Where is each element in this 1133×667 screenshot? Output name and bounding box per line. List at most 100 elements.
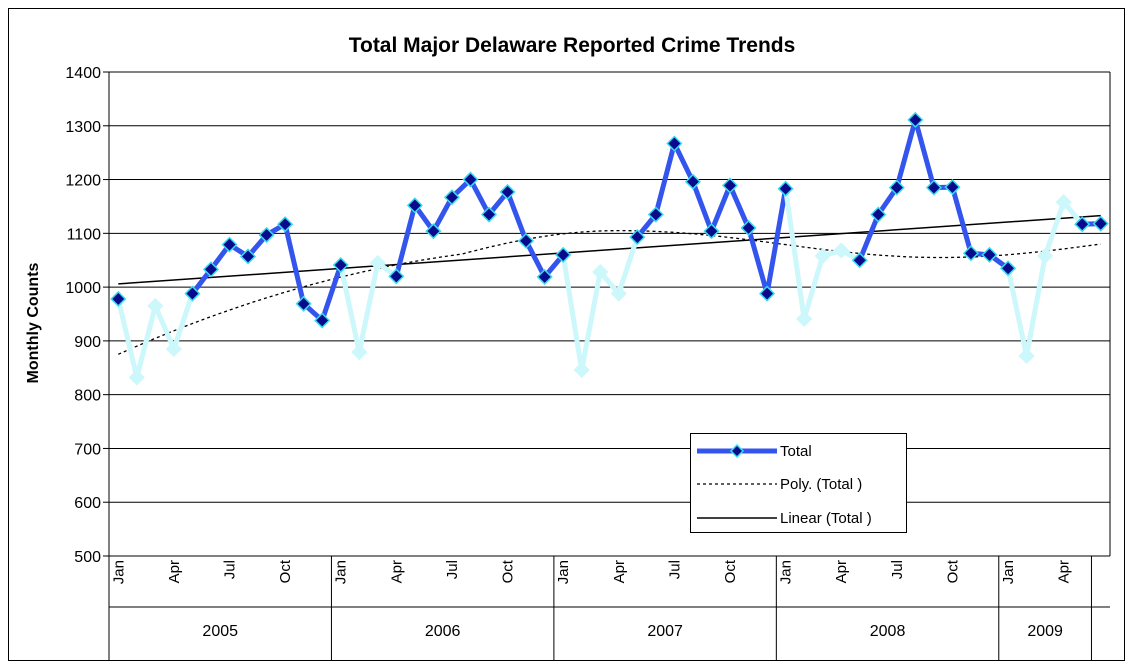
year-label: 2009	[1027, 623, 1063, 640]
series-segment	[338, 262, 362, 355]
data-point	[610, 285, 627, 302]
data-point	[870, 206, 887, 223]
data-point	[721, 177, 739, 194]
month-label: Apr	[166, 560, 183, 583]
gridlines	[108, 71, 1111, 557]
series-segment	[857, 212, 881, 263]
series-segment	[282, 221, 307, 307]
data-point	[851, 252, 868, 269]
data-point	[999, 260, 1017, 277]
month-label: Jan	[555, 560, 572, 584]
series-segment	[1005, 265, 1030, 359]
chart-title: Total Major Delaware Reported Crime Tren…	[349, 34, 796, 57]
data-point	[314, 312, 331, 329]
data-point	[629, 229, 646, 246]
month-label: Apr	[611, 560, 628, 583]
data-point	[703, 223, 720, 240]
data-point	[759, 285, 776, 302]
series-segment	[671, 141, 696, 185]
data-point	[944, 179, 961, 196]
linear-trendline	[118, 214, 1101, 285]
data-point	[480, 206, 498, 223]
data-point	[833, 242, 850, 259]
data-point	[962, 245, 980, 262]
data-point	[202, 261, 220, 278]
month-label: Jan	[1000, 560, 1017, 584]
series-segment	[134, 303, 158, 380]
legend-label: Linear (Total )	[780, 510, 872, 527]
y-axis-ticks: 500 600 700 800 900 1000 1100 1200 1300 1400	[65, 65, 109, 566]
series-segment	[1024, 253, 1048, 359]
data-point	[277, 216, 294, 233]
data-point	[369, 254, 386, 271]
series-segment	[467, 177, 492, 218]
data-point	[777, 180, 794, 197]
month-label: Oct	[277, 559, 294, 583]
series-segment	[690, 179, 714, 234]
y-tick-label: 700	[74, 441, 101, 458]
data-point	[351, 344, 368, 361]
data-point	[110, 290, 127, 308]
series-segment	[764, 186, 789, 297]
series-segment	[949, 184, 974, 256]
data-point	[796, 310, 813, 327]
series-segment	[894, 117, 918, 191]
data-point	[536, 268, 553, 285]
series-segment	[523, 238, 548, 280]
data-point	[1074, 216, 1091, 233]
data-point	[1055, 194, 1072, 211]
legend: Total Poly. (Total ) Linear (Total )	[690, 433, 907, 533]
data-point	[184, 285, 201, 302]
series-segment	[152, 303, 177, 352]
poly-trendline	[118, 229, 1101, 355]
y-tick-label: 500	[74, 549, 101, 566]
series-segment	[727, 182, 752, 231]
data-point	[406, 197, 423, 214]
series-segment	[746, 225, 770, 297]
month-label: Oct	[722, 559, 739, 583]
y-tick-label: 800	[74, 388, 101, 405]
month-label: Jul	[889, 560, 906, 579]
series-segment	[579, 269, 603, 373]
month-label: Oct	[500, 559, 517, 583]
data-point	[684, 173, 701, 190]
series-segment	[430, 194, 455, 234]
series-total	[110, 111, 1109, 386]
data-point	[295, 295, 312, 312]
series-segment	[708, 182, 733, 234]
data-point	[573, 361, 590, 378]
legend-label: Total	[780, 443, 812, 460]
y-tick-label: 900	[74, 334, 101, 351]
data-point	[592, 263, 609, 281]
y-tick-label: 1300	[65, 119, 101, 136]
series-segment	[171, 291, 195, 352]
trendlines	[118, 214, 1101, 355]
chart-border	[8, 8, 1125, 661]
series-segment	[1042, 199, 1067, 259]
data-point	[666, 135, 683, 152]
series-segment	[783, 186, 807, 322]
series-segment	[505, 189, 529, 244]
month-label: Oct	[944, 559, 961, 583]
data-point	[814, 247, 831, 264]
data-point	[462, 171, 479, 188]
data-point	[1037, 247, 1054, 264]
data-point	[647, 206, 664, 223]
data-point	[907, 111, 924, 128]
data-point	[499, 183, 516, 200]
series-segment	[653, 141, 677, 218]
y-tick-label: 1400	[65, 65, 101, 82]
year-label: 2007	[647, 623, 683, 640]
y-axis-label: Monthly Counts	[25, 262, 42, 383]
series-segment	[356, 260, 381, 355]
month-label: Apr	[833, 560, 850, 583]
month-label: Jan	[333, 560, 350, 584]
month-label: Jan	[778, 560, 795, 584]
month-label: Apr	[1056, 560, 1073, 583]
year-label: 2006	[425, 623, 461, 640]
month-label: Jul	[221, 560, 238, 579]
month-label: Apr	[388, 560, 405, 583]
data-point	[925, 179, 942, 196]
data-point	[258, 226, 275, 244]
